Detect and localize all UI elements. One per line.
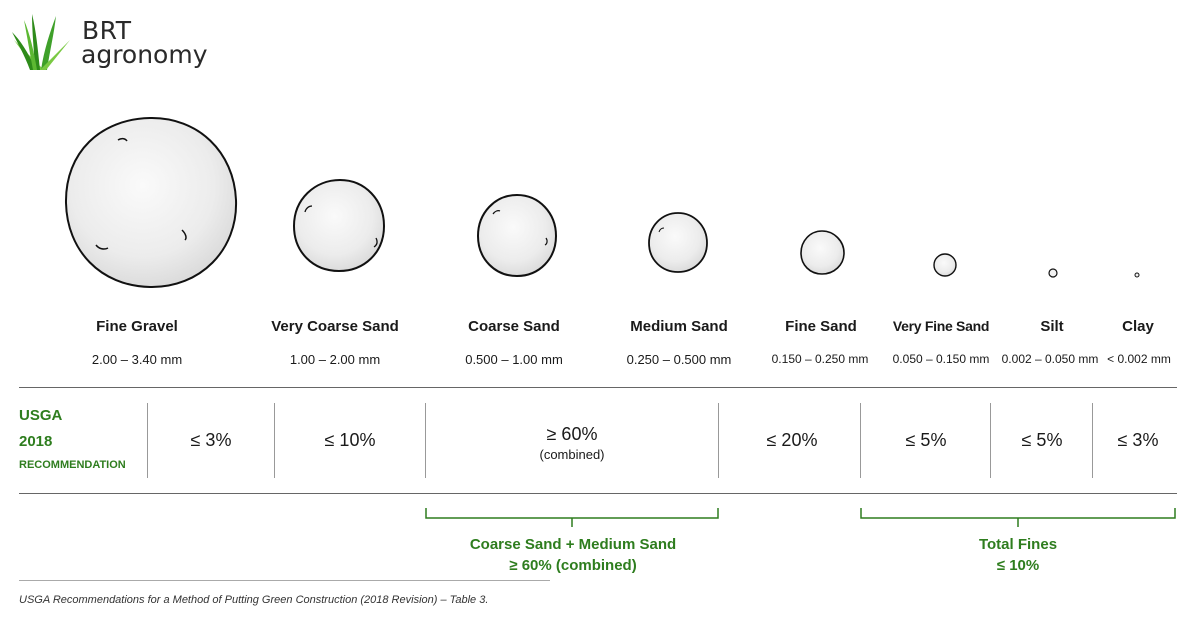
bracket-coarse-medium (425, 508, 719, 527)
particle-medium-sand (648, 212, 708, 273)
particle-name: Fine Gravel (96, 318, 178, 335)
bracket-total-fines (860, 508, 1176, 527)
particle-size: < 0.002 mm (1107, 352, 1171, 366)
usga-recommendation-label: RECOMMENDATION (19, 459, 126, 471)
caption-rule (19, 580, 550, 581)
usga-label: USGA (19, 407, 63, 424)
brt-agronomy-logo: BRT agronomy (10, 10, 210, 74)
rec-very-fine-sand: ≤ 5% (905, 430, 947, 450)
particle-size: 0.050 – 0.150 mm (892, 352, 990, 366)
particle-name: Very Fine Sand (892, 318, 990, 334)
particle-silt (1048, 268, 1058, 278)
particle-name: Medium Sand (630, 318, 728, 335)
column-divider (860, 403, 861, 478)
particle-coarse-sand (476, 193, 558, 278)
particle-fine-gravel (64, 116, 238, 289)
particle-size: 2.00 – 3.40 mm (91, 352, 183, 367)
rec-silt: ≤ 5% (1021, 430, 1063, 450)
rec-combined-value: ≥ 60% (546, 424, 598, 444)
particle-size: 0.002 – 0.050 mm (1001, 352, 1099, 366)
particle-name: Silt (1040, 318, 1064, 335)
particle-size: 0.150 – 0.250 mm (771, 352, 869, 366)
group-coarse-medium-title: Coarse Sand + Medium Sand (469, 536, 677, 553)
group-total-fines-value: ≤ 10% (996, 557, 1040, 574)
particle-name: Very Coarse Sand (271, 318, 399, 335)
particle-name: Fine Sand (785, 318, 857, 335)
column-divider (990, 403, 991, 478)
caption: USGA Recommendations for a Method of Put… (19, 594, 489, 606)
rec-very-coarse-sand: ≤ 10% (324, 430, 376, 450)
group-total-fines-title: Total Fines (978, 536, 1058, 553)
rec-clay: ≤ 3% (1117, 430, 1159, 450)
particle-name: Coarse Sand (468, 318, 560, 335)
particle-fine-sand (800, 230, 845, 275)
grass-logo-icon (12, 14, 70, 70)
column-divider (274, 403, 275, 478)
particle-size: 1.00 – 2.00 mm (289, 352, 381, 367)
rec-coarse-medium-combined: ≥ 60% (combined) (539, 424, 604, 462)
particle-clay (1134, 272, 1140, 278)
particle-illustrations (64, 116, 1140, 289)
rec-fine-gravel: ≤ 3% (190, 430, 232, 450)
rec-combined-note: (combined) (539, 447, 605, 462)
group-coarse-medium-value: ≥ 60% (combined) (509, 557, 637, 574)
particle-size: 0.500 – 1.00 mm (465, 352, 563, 367)
table-bottom-rule (19, 493, 1177, 494)
column-divider (425, 403, 426, 478)
logo-text-agronomy: agronomy (81, 40, 208, 69)
rec-fine-sand: ≤ 20% (766, 430, 818, 450)
column-divider (718, 403, 719, 478)
usga-year: 2018 (19, 433, 53, 450)
column-divider (1092, 403, 1093, 478)
logo-text-brt: BRT (82, 16, 132, 45)
column-divider (147, 403, 148, 478)
table-top-rule (19, 387, 1177, 388)
particle-very-coarse-sand (292, 178, 386, 273)
particle-size: 0.250 – 0.500 mm (626, 352, 732, 367)
particle-very-fine-sand (933, 253, 957, 277)
particle-name: Clay (1122, 318, 1154, 335)
